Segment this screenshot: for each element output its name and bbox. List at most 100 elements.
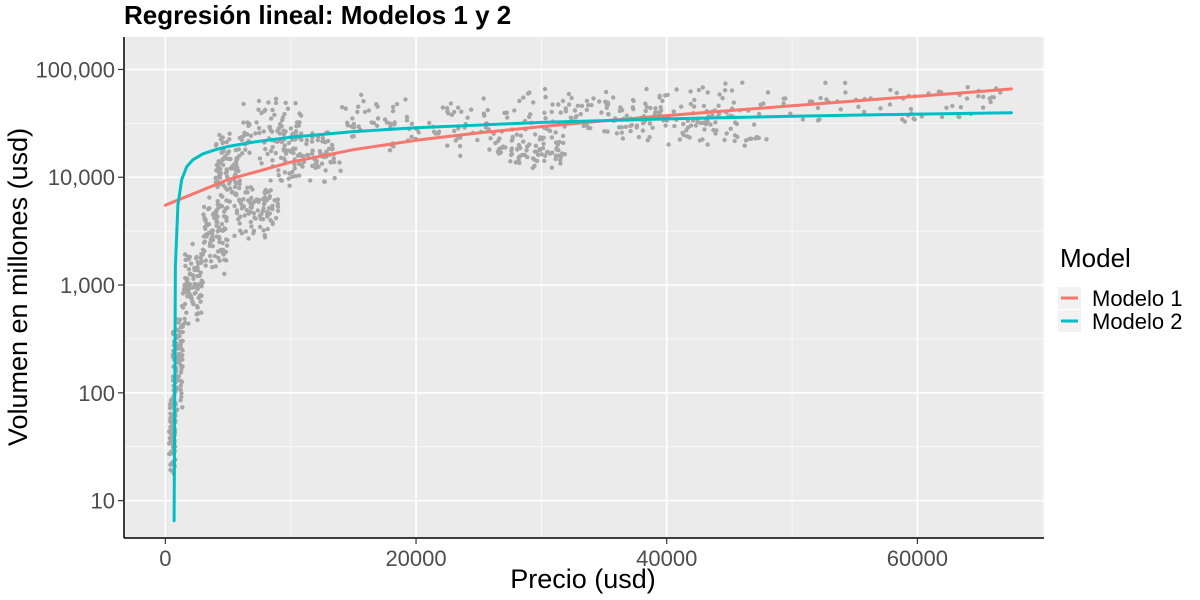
scatter-point xyxy=(375,104,380,109)
scatter-point xyxy=(731,100,736,105)
scatter-point xyxy=(239,206,245,211)
scatter-point xyxy=(254,120,259,125)
scatter-point xyxy=(688,101,693,107)
scatter-point xyxy=(256,98,262,104)
scatter-point xyxy=(242,213,247,218)
scatter-point xyxy=(256,197,262,203)
scatter-point xyxy=(215,199,220,204)
scatter-point xyxy=(218,160,223,165)
scatter-point xyxy=(732,133,738,138)
scatter-point xyxy=(578,112,583,117)
scatter-point xyxy=(427,120,432,126)
scatter-point xyxy=(452,128,457,134)
scatter-point xyxy=(281,128,286,133)
scatter-point xyxy=(561,140,566,146)
scatter-point xyxy=(602,129,607,134)
scatter-point xyxy=(287,183,292,188)
scatter-point xyxy=(657,93,662,99)
scatter-point xyxy=(475,137,480,143)
scatter-point xyxy=(202,239,207,244)
scatter-point xyxy=(323,168,328,173)
scatter-point xyxy=(818,95,823,101)
scatter-point xyxy=(532,132,538,137)
scatter-point xyxy=(214,234,220,239)
scatter-point xyxy=(510,137,515,142)
scatter-point xyxy=(589,102,594,108)
scatter-point xyxy=(232,203,237,209)
scatter-point xyxy=(541,141,546,146)
scatter-point xyxy=(261,206,266,211)
scatter-point xyxy=(878,106,883,111)
scatter-point xyxy=(733,120,738,125)
scatter-point xyxy=(293,146,298,151)
scatter-point xyxy=(619,108,625,113)
scatter-point xyxy=(371,120,377,126)
scatter-point xyxy=(823,80,828,86)
scatter-point xyxy=(681,121,686,127)
scatter-point xyxy=(640,128,646,133)
scatter-point xyxy=(180,322,186,327)
scatter-point xyxy=(671,109,676,114)
scatter-point xyxy=(457,143,463,149)
scatter-point xyxy=(206,206,211,212)
scatter-point xyxy=(516,142,522,148)
scatter-point xyxy=(223,249,229,255)
scatter-point xyxy=(227,137,232,142)
scatter-point xyxy=(273,100,279,106)
scatter-point xyxy=(224,167,229,172)
scatter-point xyxy=(542,110,547,116)
scatter-point xyxy=(273,215,279,221)
scatter-point xyxy=(260,197,266,202)
scatter-point xyxy=(299,153,304,159)
scatter-point xyxy=(448,101,454,106)
scatter-point xyxy=(283,151,289,156)
scatter-point xyxy=(781,101,786,106)
scatter-point xyxy=(764,137,769,142)
scatter-point xyxy=(290,169,295,175)
scatter-point xyxy=(270,158,275,163)
scatter-point xyxy=(517,160,522,166)
scatter-point xyxy=(338,168,343,173)
scatter-point xyxy=(257,224,263,230)
scatter-point xyxy=(210,234,215,239)
scatter-point xyxy=(217,132,222,138)
scatter-point xyxy=(251,211,257,216)
scatter-point xyxy=(756,111,762,117)
scatter-point xyxy=(702,127,707,132)
scatter-point xyxy=(597,99,602,104)
scatter-point xyxy=(246,198,251,203)
scatter-point xyxy=(279,139,284,145)
scatter-point xyxy=(220,140,225,146)
scatter-point xyxy=(276,173,281,178)
scatter-point xyxy=(516,155,521,160)
scatter-point xyxy=(542,158,547,163)
scatter-point xyxy=(815,105,821,111)
scatter-point xyxy=(270,203,275,208)
scatter-point xyxy=(273,150,278,156)
scatter-point xyxy=(658,105,663,110)
scatter-point xyxy=(195,267,200,273)
scatter-point xyxy=(259,110,264,116)
scatter-point xyxy=(198,255,203,261)
scatter-point xyxy=(976,94,981,99)
scatter-point xyxy=(387,148,393,153)
scatter-point xyxy=(547,128,553,134)
scatter-point xyxy=(631,106,636,112)
scatter-point xyxy=(695,119,700,124)
legend-label: Modelo 2 xyxy=(1092,309,1183,334)
scatter-point xyxy=(243,147,248,152)
scatter-point xyxy=(208,259,214,264)
scatter-point xyxy=(456,105,461,110)
scatter-point xyxy=(216,169,221,174)
scatter-point xyxy=(182,316,187,321)
scatter-point xyxy=(224,215,229,220)
scatter-point xyxy=(224,243,230,248)
scatter-point xyxy=(531,100,536,105)
scatter-point xyxy=(553,153,559,158)
scatter-point xyxy=(207,240,213,246)
scatter-point xyxy=(581,123,586,129)
scatter-point xyxy=(586,125,591,131)
scatter-point xyxy=(525,144,530,149)
scatter-point xyxy=(190,241,195,247)
scatter-point xyxy=(237,181,242,187)
